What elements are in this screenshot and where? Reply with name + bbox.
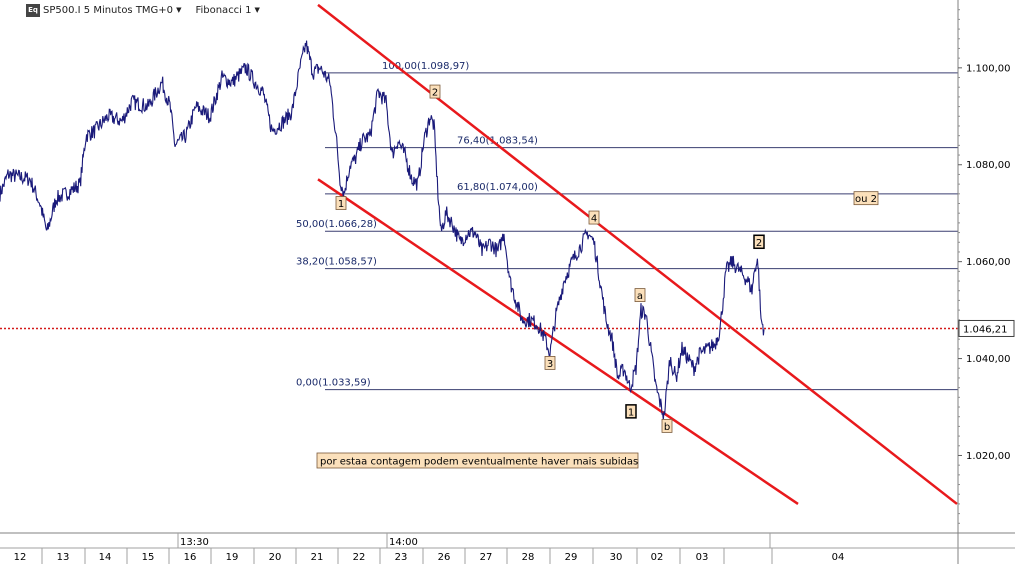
last-price-box: [958, 319, 1015, 337]
price-series-line: [0, 40, 765, 420]
wave-label-box: [853, 191, 879, 206]
x-tick-label: 16: [184, 552, 197, 563]
x-tick-label: 15: [142, 552, 155, 563]
symbol-selector[interactable]: SP500.I 5 Minutos TMG+0 ▼: [43, 5, 181, 16]
x-tick-label: 29: [565, 552, 578, 563]
study-label: Fibonacci 1: [195, 4, 252, 16]
wave-label: a: [637, 291, 643, 302]
symbol-label: SP500.I 5 Minutos TMG+0: [43, 4, 174, 16]
x-tick-label: 04: [832, 552, 845, 563]
x-tick-label: 19: [226, 552, 239, 563]
wave-label: 1: [338, 199, 344, 210]
x-tick-label: 28: [522, 552, 535, 563]
chevron-down-icon: ▼: [176, 6, 182, 14]
wave-label-box: [429, 84, 441, 99]
x-tick-label: 12: [14, 552, 27, 563]
wave-label: 4: [591, 214, 597, 225]
annotation-box: [316, 452, 639, 469]
wave-label-layer: 1 2 3 4 a 1 b 2 ou 2 por estaa contagem podem eve…: [316, 84, 879, 469]
wave-label-box: [634, 288, 646, 302]
fibonacci-level-label: 61,80(1.074,00): [457, 182, 538, 193]
wave-label-box: [544, 356, 556, 370]
fibonacci-level-label: 76,40(1.083,54): [457, 136, 538, 147]
wave-label: ou 2: [855, 194, 877, 205]
y-tick-label: 1.100,00: [966, 63, 1011, 74]
channel-line: [317, 3, 958, 505]
fibonacci-level-label: 50,00(1.066,28): [296, 219, 377, 230]
fibonacci-level-label: 0,00(1.033,59): [296, 378, 371, 389]
wave-label: b: [664, 422, 670, 433]
wave-label-box: [625, 404, 637, 419]
price-layer: [0, 40, 765, 420]
wave-label: 3: [547, 359, 553, 370]
wave-label: 1: [628, 407, 634, 418]
wave-label: 2: [756, 238, 762, 249]
x-tick-label: 14: [99, 552, 112, 563]
fibonacci-level-label: 38,20(1.058,57): [296, 257, 377, 268]
chart-toolbar: Eq SP500.I 5 Minutos TMG+0 ▼ Fibonacci 1…: [0, 0, 274, 20]
x-tick-label: 03: [696, 552, 709, 563]
x-tick-label: 22: [353, 552, 366, 563]
channel-layer: [317, 3, 958, 505]
study-selector[interactable]: Fibonacci 1 ▼: [195, 5, 259, 16]
wave-label-box: [661, 418, 673, 433]
annotation-text: por estaa contagem podem eventualmente h…: [320, 457, 638, 468]
wave-label: 2: [432, 88, 438, 99]
x-time-label: 14:00: [389, 537, 418, 548]
x-tick-label: 02: [651, 552, 664, 563]
y-tick-label: 1.060,00: [966, 257, 1011, 268]
fibonacci-level-label: 100,00(1.098,97): [382, 61, 469, 72]
x-tick-label: 20: [269, 552, 282, 563]
wave-label-box: [753, 234, 765, 250]
wave-label-box: [588, 210, 600, 225]
y-tick-label: 1.080,00: [966, 160, 1011, 171]
x-tick-label: 21: [311, 552, 324, 563]
fibonacci-layer: 100,00(1.098,97) 76,40(1.083,54) 61,80(1.0…: [0, 61, 958, 391]
x-tick-label: 13: [57, 552, 70, 563]
x-time-label: 13:30: [180, 537, 209, 548]
wave-label-box: [335, 196, 347, 210]
y-tick-label: 1.040,00: [966, 354, 1011, 365]
channel-line: [317, 178, 799, 505]
app-logo-icon[interactable]: Eq: [26, 3, 40, 17]
y-tick-label: 1.020,00: [966, 451, 1011, 462]
x-tick-label: 27: [480, 552, 493, 563]
x-tick-label: 30: [610, 552, 623, 563]
x-tick-label: 23: [395, 552, 408, 563]
last-price-label: 1.046,21: [963, 324, 1008, 335]
chevron-down-icon: ▼: [254, 6, 260, 14]
x-tick-label: 26: [438, 552, 451, 563]
